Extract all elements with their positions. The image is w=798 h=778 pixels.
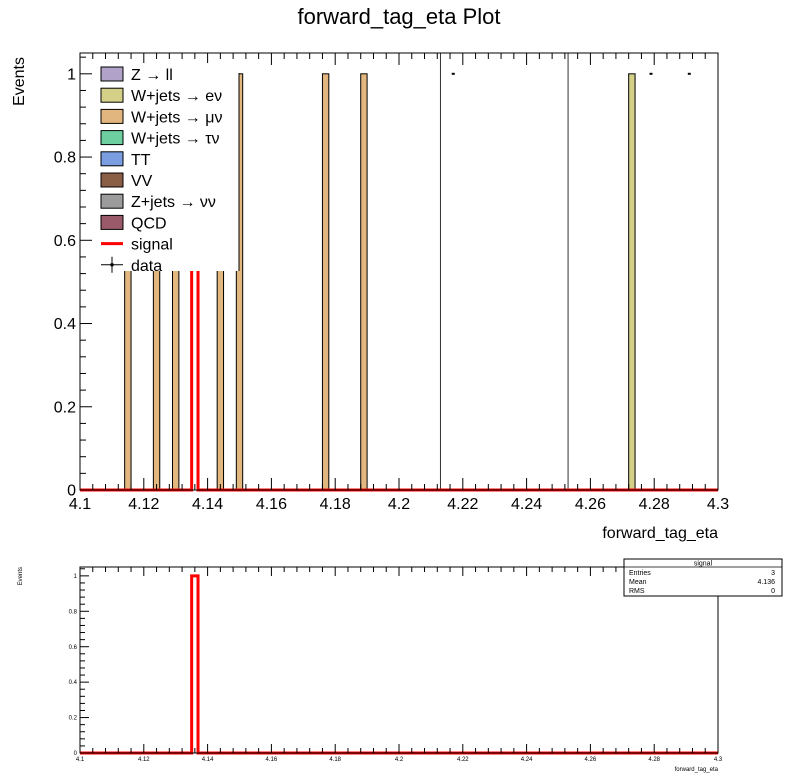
- series-1-bar-0: [628, 73, 636, 491]
- x-axis-title: forward_tag_eta: [602, 525, 718, 542]
- lower-x-axis-title: forward_tag_eta: [675, 767, 719, 773]
- x-tick-label-7: 4.24: [511, 496, 542, 513]
- lower-plot-frame: [79, 566, 719, 754]
- stats-entries-value: 3: [771, 570, 775, 577]
- x-tick-label-10: 4.3: [707, 496, 729, 513]
- legend-label-3: W+jets → τν: [131, 131, 220, 148]
- stats-box-frame: [623, 558, 783, 597]
- lower-chart-marks: [80, 574, 718, 755]
- stats-mean-value: 4.136: [757, 579, 775, 586]
- legend-label-6: Z+jets → νν: [131, 194, 216, 211]
- legend-label-7: QCD: [131, 215, 167, 232]
- x-tick-label-9: 4.28: [639, 496, 670, 513]
- x-tick-label-1: 4.12: [128, 496, 159, 513]
- x-tick-label-0: 4.1: [76, 757, 85, 763]
- lower-y-axis-title: Events: [18, 567, 24, 585]
- legend-swatch-6: [100, 193, 124, 209]
- y-axis-title: Events: [11, 57, 28, 106]
- stats-rms-value: 0: [771, 588, 775, 595]
- y-tick-label-2: 0.4: [69, 680, 78, 686]
- y-tick-label-4: 0.8: [69, 609, 78, 615]
- main-plot-frame: [79, 52, 719, 491]
- x-tick-label-4: 4.18: [320, 496, 351, 513]
- stats-entries-label: Entries: [629, 570, 651, 577]
- lower-plot-panel: Events forward_tag_eta 4.1 4.12 4.14 4.16 4.…: [18, 558, 783, 773]
- y-tick-label-5: 1: [67, 66, 76, 83]
- legend-swatch-2: [100, 108, 124, 124]
- x-tick-label-6: 4.22: [457, 757, 469, 763]
- y-tick-label-0: 0: [67, 483, 76, 500]
- x-tick-label-0: 4.1: [69, 496, 91, 513]
- main-plot-panel: forward_tag_eta Plot Events forward_tag_…: [11, 4, 729, 542]
- plot-title: forward_tag_eta Plot: [297, 4, 500, 29]
- series-0-signal-step-0: [80, 574, 718, 755]
- y-tick-label-1: 0.2: [69, 716, 78, 722]
- legend-swatch-7: [100, 214, 124, 230]
- x-tick-label-3: 4.16: [256, 496, 287, 513]
- series-0-bar-5: [321, 73, 330, 491]
- x-tick-label-2: 4.14: [202, 757, 214, 763]
- legend-swatch-3: [100, 130, 124, 146]
- legend-label-4: TT: [131, 152, 151, 169]
- legend-label-0: Z → ll: [131, 67, 173, 84]
- x-tick-label-3: 4.16: [266, 757, 278, 763]
- x-tick-label-4: 4.18: [329, 757, 341, 763]
- legend-label-9: data: [131, 258, 162, 275]
- stats-box: signal Entries 3 Mean 4.136 RMS 0: [623, 558, 783, 597]
- y-tick-label-3: 0.6: [69, 645, 78, 651]
- series-0-bar-6: [360, 73, 368, 491]
- x-tick-label-2: 4.14: [192, 496, 223, 513]
- stats-box-title: signal: [694, 561, 713, 568]
- main-axes: 4.1 4.12 4.14 4.16 4.18 4.2 4.22 4.24 4.26 4.28 4.…: [54, 53, 729, 513]
- y-tick-label-0: 0: [74, 751, 78, 757]
- x-tick-label-9: 4.28: [648, 757, 660, 763]
- legend-label-1: W+jets → eν: [131, 88, 222, 105]
- y-tick-label-2: 0.4: [54, 316, 76, 333]
- x-tick-label-5: 4.2: [388, 496, 410, 513]
- legend-swatch-5: [100, 172, 124, 188]
- legend-swatch-4: [100, 151, 124, 167]
- x-tick-label-6: 4.22: [447, 496, 478, 513]
- x-tick-label-1: 4.12: [138, 757, 150, 763]
- legend-label-5: VV: [131, 173, 153, 190]
- x-tick-label-5: 4.2: [395, 757, 404, 763]
- legend-label-2: W+jets → μν: [131, 109, 222, 126]
- stats-rms-label: RMS: [629, 588, 645, 595]
- y-tick-label-3: 0.6: [54, 233, 76, 250]
- legend-swatch-1: [100, 87, 124, 103]
- legend-label-8: signal: [131, 237, 173, 254]
- x-tick-label-10: 4.3: [714, 757, 723, 763]
- x-tick-label-7: 4.24: [521, 757, 533, 763]
- x-tick-label-8: 4.26: [575, 496, 606, 513]
- legend-swatch-0: [100, 66, 124, 82]
- x-tick-label-8: 4.26: [585, 757, 597, 763]
- y-tick-label-4: 0.8: [54, 150, 76, 167]
- legend: Z → ll W+jets → eν W+jets → μν W+jets → τν T…: [96, 63, 240, 275]
- y-tick-label-1: 0.2: [54, 399, 76, 416]
- legend-swatch-marker-9: [110, 263, 114, 267]
- y-tick-label-5: 1: [74, 574, 78, 580]
- stats-mean-label: Mean: [629, 579, 647, 586]
